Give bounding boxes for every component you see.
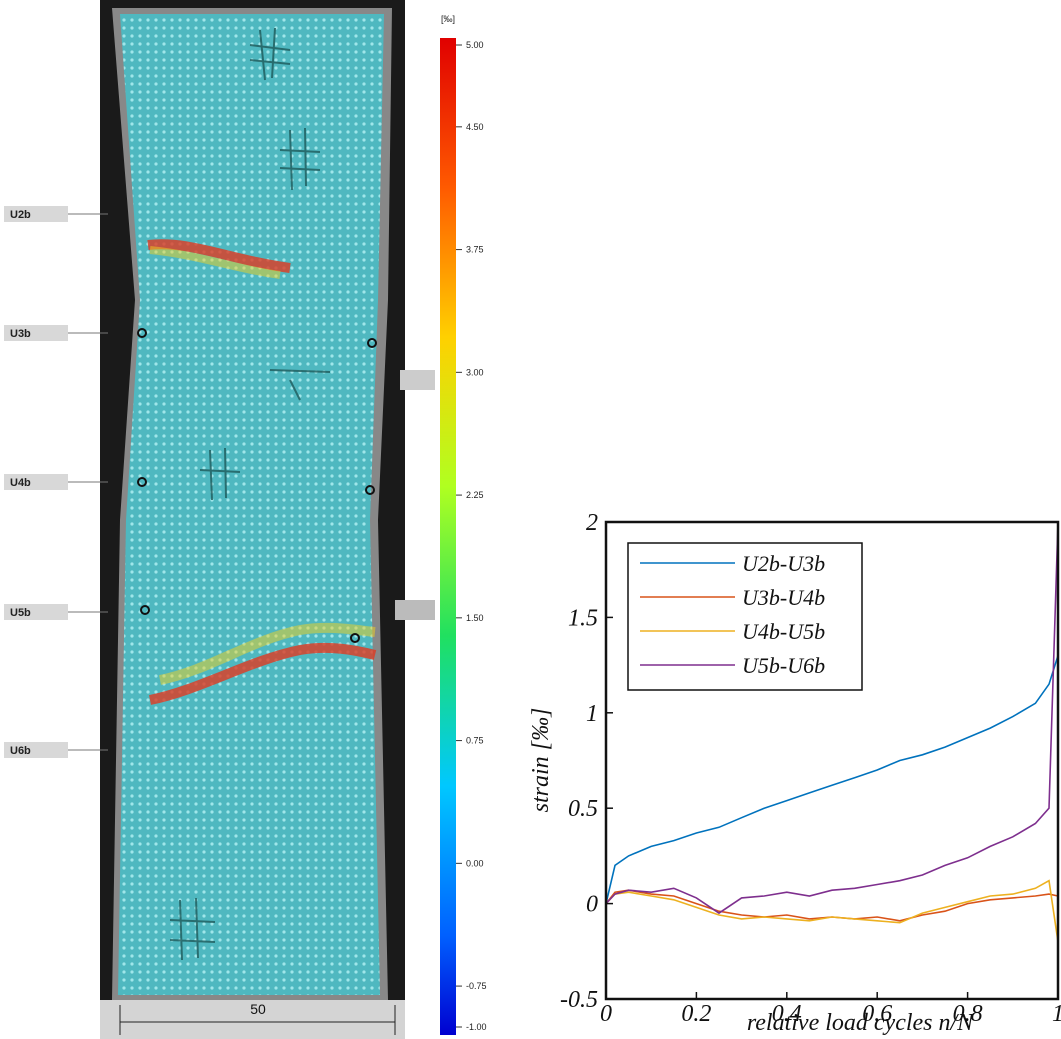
y-axis-label: strain [‰]: [528, 708, 554, 813]
colorbar-tick-label: 3.75: [466, 245, 484, 255]
colorbar-tick-label: -1.00: [466, 1022, 487, 1032]
colorbar: [440, 38, 456, 1035]
gauge-tag: [4, 474, 68, 490]
plot-frame: [604, 520, 1060, 1001]
specimen-photo: [100, 0, 435, 1039]
colorbar-tick-label: 1.50: [466, 613, 484, 623]
scale-label: 50: [250, 1001, 266, 1017]
y-tick-label: 1.5: [568, 605, 598, 631]
gauge-label: U4b: [10, 477, 31, 489]
series-line: [605, 879, 1059, 942]
colorbar-unit: [‰]: [441, 14, 455, 24]
y-tick-label: 0: [586, 892, 598, 918]
gauge-label: U6b: [10, 745, 31, 757]
legend-label: U3b-U4b: [742, 585, 825, 610]
colorbar-tick-label: 0.75: [466, 736, 484, 746]
colorbar-tick-label: 5.00: [466, 40, 484, 50]
x-tick-label: 0: [600, 1001, 612, 1027]
legend-label: U4b-U5b: [742, 619, 825, 644]
chart-layer: [605, 521, 1059, 942]
y-tick-label: 2: [586, 510, 598, 536]
series-line: [605, 521, 1059, 915]
x-tick-label: 0.8: [953, 1001, 983, 1027]
y-tick-label: -0.5: [560, 987, 598, 1013]
gauge-label: U3b: [10, 328, 31, 340]
gauge-tag: [4, 325, 68, 341]
colorbar-tick-label: 4.50: [466, 122, 484, 132]
x-tick-label: 0.6: [862, 1001, 892, 1027]
colorbar-tick-label: 0.00: [466, 858, 484, 868]
x-tick-label: 0.2: [681, 1001, 711, 1027]
gauge-label: U5b: [10, 607, 31, 619]
x-axis-label: relative load cycles n/N: [747, 1010, 975, 1036]
legend-label: U5b-U6b: [742, 653, 825, 678]
legend-label: U2b-U3b: [742, 551, 825, 576]
gauge-label: U2b: [10, 209, 31, 221]
gauge-tag: [4, 206, 68, 222]
colorbar-tick-label: 2.25: [466, 490, 484, 500]
y-tick-label: 0.5: [568, 796, 598, 822]
x-tick-label: 1: [1052, 1001, 1061, 1027]
series-line: [605, 655, 1059, 904]
gauge-tag: [4, 742, 68, 758]
y-tick-label: 1: [586, 701, 598, 727]
x-tick-label: 0.4: [772, 1001, 802, 1027]
gauge-tag: [4, 604, 68, 620]
colorbar-tick-label: -0.75: [466, 981, 487, 991]
colorbar-tick-label: 3.00: [466, 367, 484, 377]
